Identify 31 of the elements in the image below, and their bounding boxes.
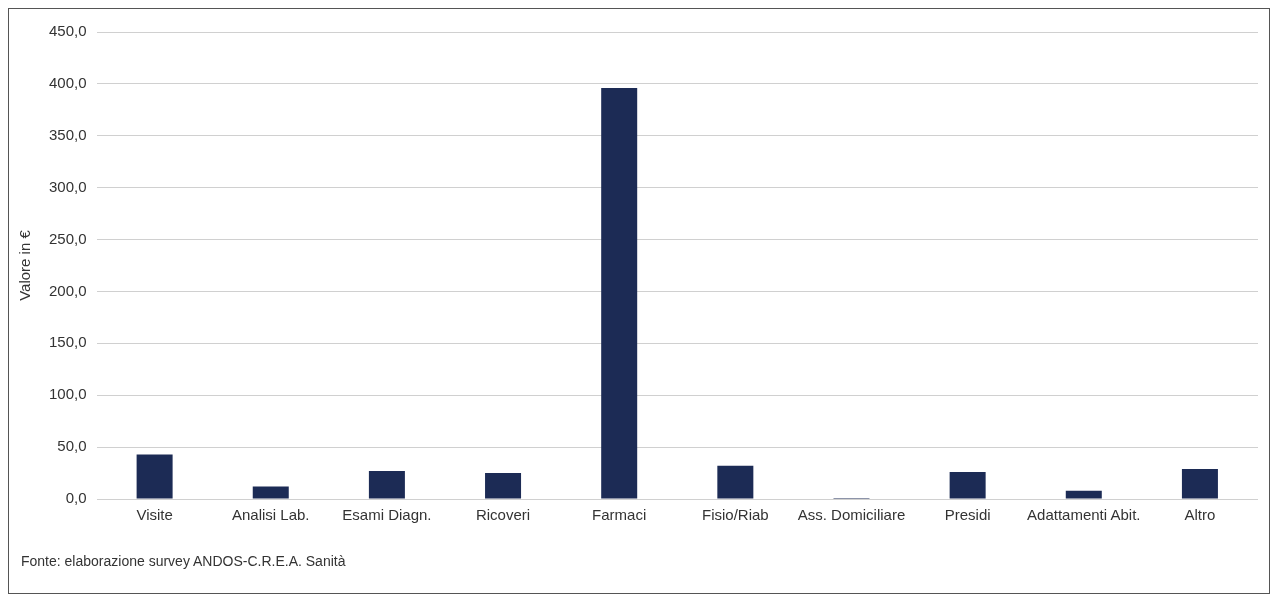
bar xyxy=(1065,490,1102,499)
bar xyxy=(717,465,754,499)
x-tick-label: Presidi xyxy=(944,506,991,524)
y-axis-title: Valore in € xyxy=(16,229,34,301)
x-tick-label: Altro xyxy=(1184,506,1216,524)
y-tick-label: 450,0 xyxy=(48,22,87,40)
y-tick-label: 200,0 xyxy=(48,281,87,299)
y-tick-label: 300,0 xyxy=(48,177,87,195)
bar xyxy=(136,454,173,499)
bar xyxy=(601,88,638,499)
y-tick-label: 400,0 xyxy=(48,74,87,92)
x-tick-label: Visite xyxy=(136,506,173,524)
y-tick-label: 150,0 xyxy=(48,333,87,351)
x-tick-label: Farmaci xyxy=(592,506,647,524)
x-tick-label: Fisio/Riab xyxy=(702,506,769,524)
x-tick-label: Analisi Lab. xyxy=(231,506,310,524)
source-note: Fonte: elaborazione survey ANDOS-C.R.E.A. Sanità xyxy=(21,553,347,569)
y-tick-label: 250,0 xyxy=(48,229,87,247)
x-tick-label: Ass. Domiciliare xyxy=(797,506,906,524)
y-tick-label: 0,0 xyxy=(65,489,87,507)
bar xyxy=(949,472,986,499)
bar xyxy=(368,470,405,499)
bar xyxy=(1181,468,1218,499)
y-tick-label: 350,0 xyxy=(48,125,87,143)
bar xyxy=(252,486,289,499)
x-tick-label: Esami Diagn. xyxy=(342,506,432,524)
x-tick-label: Ricoveri xyxy=(475,506,531,524)
bar xyxy=(485,473,522,499)
y-tick-label: 50,0 xyxy=(57,437,87,455)
y-tick-label: 100,0 xyxy=(48,385,87,403)
x-tick-label: Adattamenti Abit. xyxy=(1027,506,1141,524)
